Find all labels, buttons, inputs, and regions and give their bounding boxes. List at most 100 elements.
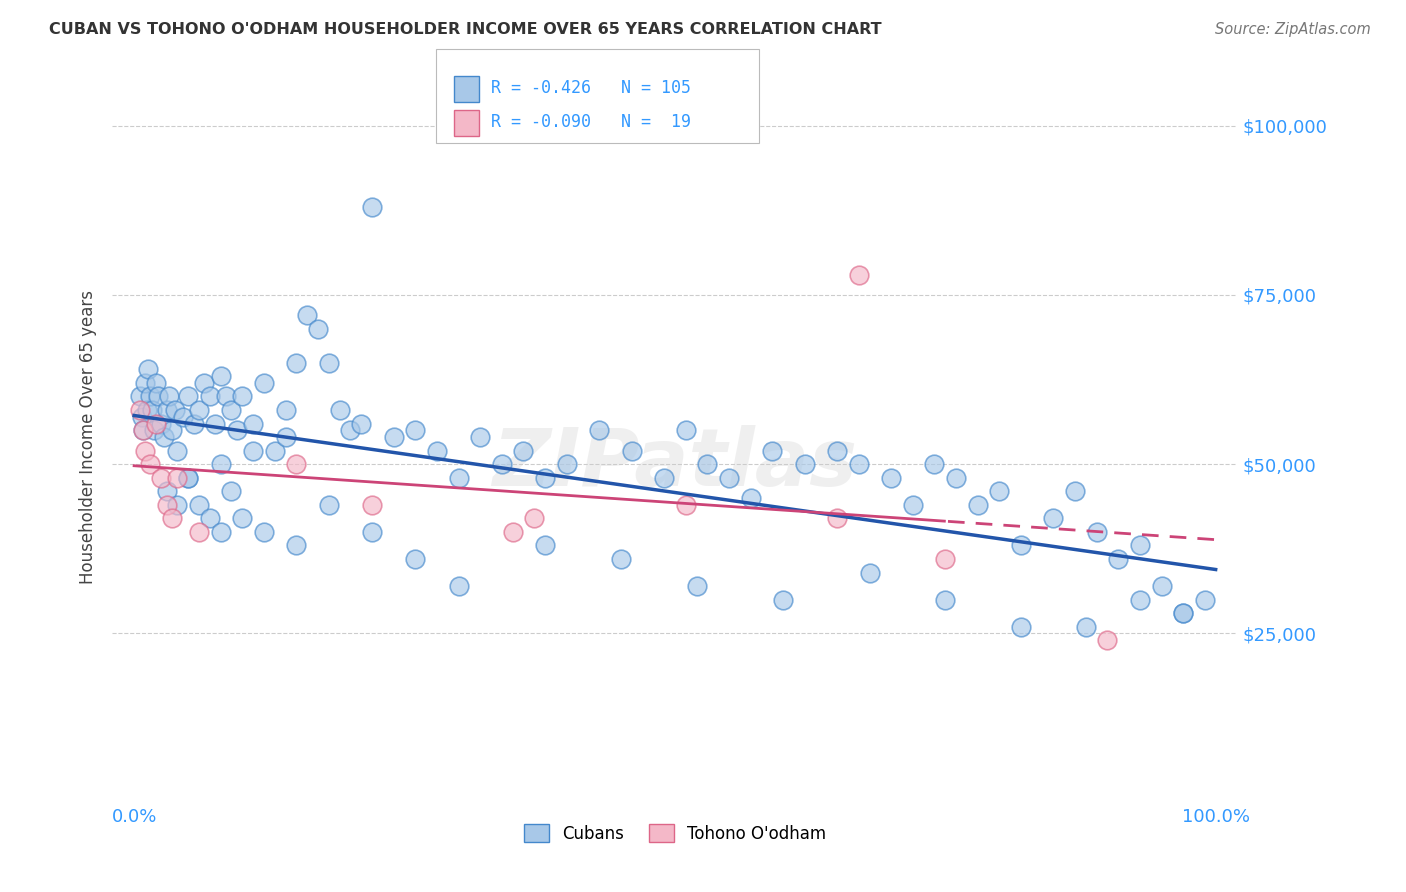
Point	[160, 423, 183, 437]
Point	[231, 511, 253, 525]
Point	[685, 579, 707, 593]
Point	[1085, 524, 1108, 539]
Y-axis label: Householder Income Over 65 years: Householder Income Over 65 years	[79, 290, 97, 584]
Point	[404, 552, 426, 566]
Point	[966, 498, 988, 512]
Point	[1129, 592, 1152, 607]
Point	[242, 417, 264, 431]
Point	[848, 268, 870, 282]
Point	[209, 524, 232, 539]
Point	[1129, 538, 1152, 552]
Point	[145, 417, 167, 431]
Point	[307, 322, 329, 336]
Point	[825, 443, 848, 458]
Point	[131, 409, 153, 424]
Point	[426, 443, 449, 458]
Point	[761, 443, 783, 458]
Point	[155, 484, 177, 499]
Point	[172, 409, 194, 424]
Point	[1173, 606, 1195, 620]
Point	[318, 355, 340, 369]
Point	[295, 308, 318, 322]
Point	[209, 457, 232, 471]
Point	[1173, 606, 1195, 620]
Point	[988, 484, 1011, 499]
Point	[1107, 552, 1129, 566]
Point	[717, 471, 740, 485]
Point	[858, 566, 880, 580]
Point	[1074, 620, 1097, 634]
Point	[502, 524, 524, 539]
Point	[1150, 579, 1173, 593]
Point	[361, 200, 384, 214]
Point	[361, 524, 384, 539]
Point	[1010, 620, 1032, 634]
Point	[150, 417, 173, 431]
Point	[945, 471, 967, 485]
Point	[166, 498, 188, 512]
Point	[1194, 592, 1216, 607]
Point	[740, 491, 762, 505]
Point	[361, 498, 384, 512]
Point	[696, 457, 718, 471]
Point	[1010, 538, 1032, 552]
Point	[329, 403, 352, 417]
Point	[198, 511, 221, 525]
Point	[132, 423, 155, 437]
Point	[166, 471, 188, 485]
Point	[1064, 484, 1087, 499]
Point	[1097, 633, 1119, 648]
Point	[183, 417, 205, 431]
Point	[146, 389, 169, 403]
Point	[188, 498, 211, 512]
Point	[588, 423, 610, 437]
Point	[221, 484, 243, 499]
Point	[404, 423, 426, 437]
Point	[145, 376, 167, 390]
Point	[132, 423, 155, 437]
Point	[128, 389, 150, 403]
Point	[350, 417, 373, 431]
Point	[139, 457, 162, 471]
Point	[253, 376, 276, 390]
Point	[204, 417, 226, 431]
Point	[153, 430, 176, 444]
Point	[470, 430, 492, 444]
Point	[901, 498, 924, 512]
Text: ZIPatlas: ZIPatlas	[492, 425, 858, 503]
Point	[139, 389, 162, 403]
Point	[165, 403, 187, 417]
Point	[242, 443, 264, 458]
Point	[274, 403, 297, 417]
Point	[534, 538, 557, 552]
Point	[225, 423, 247, 437]
Point	[447, 579, 470, 593]
Point	[620, 443, 643, 458]
Point	[157, 389, 180, 403]
Point	[155, 403, 177, 417]
Point	[188, 403, 211, 417]
Point	[285, 355, 308, 369]
Point	[534, 471, 557, 485]
Point	[142, 423, 165, 437]
Point	[675, 423, 697, 437]
Point	[160, 511, 183, 525]
Point	[253, 524, 276, 539]
Point	[134, 376, 156, 390]
Text: CUBAN VS TOHONO O'ODHAM HOUSEHOLDER INCOME OVER 65 YEARS CORRELATION CHART: CUBAN VS TOHONO O'ODHAM HOUSEHOLDER INCO…	[49, 22, 882, 37]
Point	[491, 457, 513, 471]
Point	[231, 389, 253, 403]
Point	[447, 471, 470, 485]
Point	[924, 457, 946, 471]
Point	[675, 498, 697, 512]
Text: Source: ZipAtlas.com: Source: ZipAtlas.com	[1215, 22, 1371, 37]
Point	[512, 443, 534, 458]
Point	[177, 389, 200, 403]
Point	[880, 471, 903, 485]
Point	[155, 498, 177, 512]
Point	[136, 403, 159, 417]
Point	[848, 457, 870, 471]
Point	[274, 430, 297, 444]
Legend: Cubans, Tohono O'odham: Cubans, Tohono O'odham	[517, 818, 832, 849]
Point	[193, 376, 215, 390]
